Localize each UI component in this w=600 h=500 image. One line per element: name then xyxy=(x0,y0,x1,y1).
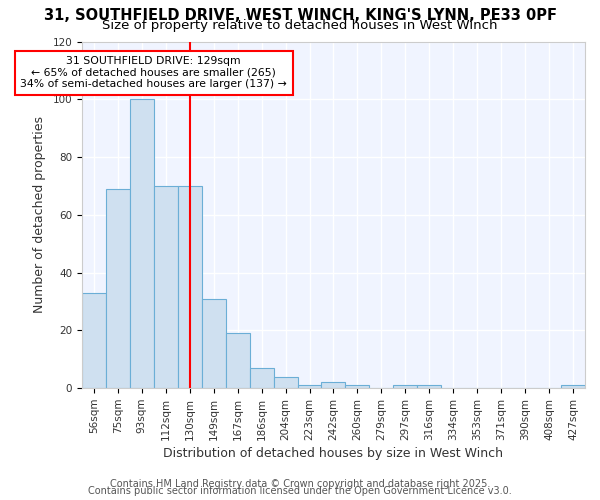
Bar xyxy=(298,386,322,388)
Bar xyxy=(274,376,298,388)
Text: 31 SOUTHFIELD DRIVE: 129sqm
← 65% of detached houses are smaller (265)
34% of se: 31 SOUTHFIELD DRIVE: 129sqm ← 65% of det… xyxy=(20,56,287,89)
Bar xyxy=(202,298,226,388)
Bar xyxy=(106,189,130,388)
Text: Size of property relative to detached houses in West Winch: Size of property relative to detached ho… xyxy=(102,18,498,32)
Bar xyxy=(418,386,441,388)
Bar xyxy=(130,100,154,388)
Text: 31, SOUTHFIELD DRIVE, WEST WINCH, KING'S LYNN, PE33 0PF: 31, SOUTHFIELD DRIVE, WEST WINCH, KING'S… xyxy=(44,8,557,22)
X-axis label: Distribution of detached houses by size in West Winch: Distribution of detached houses by size … xyxy=(163,447,503,460)
Bar xyxy=(82,293,106,388)
Bar xyxy=(322,382,346,388)
Text: Contains public sector information licensed under the Open Government Licence v3: Contains public sector information licen… xyxy=(88,486,512,496)
Bar xyxy=(154,186,178,388)
Bar xyxy=(226,334,250,388)
Bar xyxy=(561,386,585,388)
Bar xyxy=(346,386,370,388)
Bar xyxy=(178,186,202,388)
Bar xyxy=(250,368,274,388)
Text: Contains HM Land Registry data © Crown copyright and database right 2025.: Contains HM Land Registry data © Crown c… xyxy=(110,479,490,489)
Bar xyxy=(394,386,418,388)
Y-axis label: Number of detached properties: Number of detached properties xyxy=(32,116,46,314)
